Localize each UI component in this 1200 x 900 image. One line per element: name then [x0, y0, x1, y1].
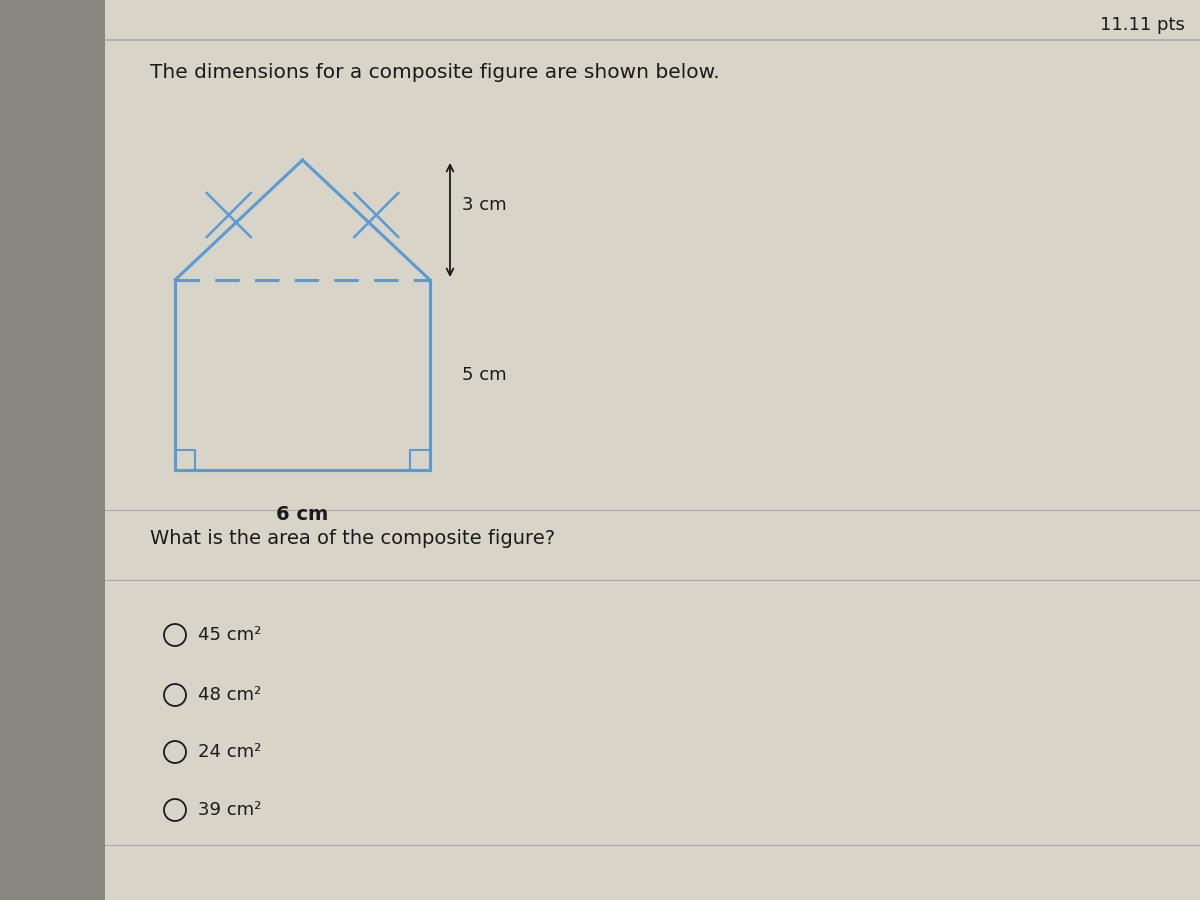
Text: 3 cm: 3 cm — [462, 196, 506, 214]
Text: What is the area of the composite figure?: What is the area of the composite figure… — [150, 528, 556, 547]
Text: 48 cm²: 48 cm² — [198, 686, 262, 704]
Text: 45 cm²: 45 cm² — [198, 626, 262, 644]
Text: 39 cm²: 39 cm² — [198, 801, 262, 819]
Text: 24 cm²: 24 cm² — [198, 743, 262, 761]
Bar — [0, 0, 106, 900]
Text: The dimensions for a composite figure are shown below.: The dimensions for a composite figure ar… — [150, 62, 720, 82]
Text: 6 cm: 6 cm — [276, 505, 329, 524]
Text: 5 cm: 5 cm — [462, 366, 506, 384]
Text: 11.11 pts: 11.11 pts — [1100, 16, 1186, 34]
